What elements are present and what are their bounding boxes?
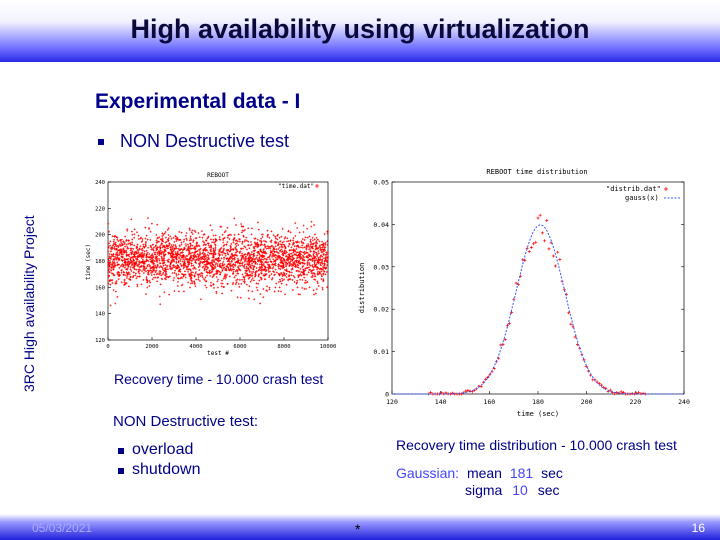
dist-ytick-label: 0	[385, 391, 389, 399]
page-number: 16	[691, 521, 705, 535]
nd-label-text: NON Destructive test:	[113, 413, 259, 430]
scatter-xtick-label: 8000	[277, 344, 290, 350]
footer-mark: *	[355, 521, 361, 537]
scatter-xtick-label: 0	[106, 344, 109, 350]
dist-xtick-label: 240	[678, 398, 690, 406]
dist-legend-marker	[664, 187, 668, 191]
side-label: 3RC High availability Project	[21, 215, 37, 392]
distribution-legend-1: "distrib.dat"	[606, 185, 661, 193]
scatter-legend-marker	[315, 184, 319, 188]
distribution-ticks: 120 140 160 180 200 220 240 0.05 0.04 0.03 0.02 0.0…	[373, 179, 690, 407]
scatter-xtick-label: 4000	[189, 344, 202, 350]
item-bullet-icon	[118, 468, 124, 474]
distribution-legend-2: gauss(x)	[625, 194, 659, 202]
caption-left: Recovery time - 10.000 crash test	[114, 371, 324, 387]
scatter-legend-label: "time.dat"	[278, 183, 314, 190]
nd-label: NON Destructive test:	[113, 413, 258, 430]
dist-ytick-label: 0.02	[373, 306, 389, 314]
dist-ytick-label: 0.03	[373, 263, 389, 271]
dist-ytick-label: 0.05	[373, 179, 389, 187]
bullet-marker-icon	[98, 139, 104, 145]
scatter-ytick-label: 220	[95, 206, 105, 212]
gauss-line-1: Gaussian: mean 181 sec	[396, 465, 563, 481]
gauss-line-2: sigma 10 sec	[465, 482, 560, 498]
scatter-ytick-label: 120	[95, 338, 105, 344]
gauss-label: Gaussian:	[396, 465, 460, 481]
item-bullet-icon	[118, 448, 124, 454]
scatter-ticks: 0 2000 4000 6000 8000 10000 240 220 200 180 160 140…	[95, 180, 336, 350]
scatter-point-marks	[107, 217, 329, 307]
scatter-ytick-label: 160	[95, 285, 105, 291]
caption-right: Recovery time distribution - 10.000 cras…	[396, 437, 677, 453]
scatter-ytick-label: 240	[95, 180, 105, 186]
mean-value: 181	[509, 465, 534, 481]
distribution-marks	[427, 187, 680, 396]
gauss-curve	[392, 224, 684, 395]
dist-ytick-label: 0.04	[373, 221, 389, 229]
scatter-xtick-label: 2000	[145, 344, 158, 350]
distribution-xlabel: time (sec)	[517, 410, 559, 418]
item-overload: overload	[132, 441, 194, 458]
dist-xtick-label: 120	[386, 398, 398, 406]
mean-label: mean	[466, 465, 502, 481]
distribution-chart-title: REBOOT time distribution	[486, 168, 587, 176]
sigma-label: sigma	[465, 482, 503, 498]
scatter-ytick-label: 200	[95, 233, 105, 239]
scatter-xtick-label: 10000	[320, 344, 337, 350]
scatter-ytick-label: 140	[95, 312, 105, 318]
sigma-unit: sec	[537, 482, 560, 498]
scatter-points	[107, 184, 329, 307]
item-shutdown: shutdown	[132, 461, 201, 478]
bullet-text: NON Destructive test	[120, 131, 290, 151]
footer-date: 05/03/2021	[32, 521, 93, 535]
scatter-chart-title: REBOOT	[207, 172, 229, 179]
dist-xtick-label: 140	[435, 398, 447, 406]
scatter-chart: REBOOT "time.dat" 0 2000 4000 6000 8000 10000…	[78, 168, 350, 358]
footer-bar: 05/03/2021 * 16	[0, 514, 720, 540]
scatter-ytick-label: 180	[95, 259, 105, 265]
distribution-plot-frame	[391, 181, 685, 395]
scatter-xlabel: test #	[207, 350, 229, 357]
dist-ytick-label: 0.01	[373, 348, 389, 356]
distribution-ylabel: distribution	[358, 263, 366, 314]
slide-subtitle: Experimental data - I	[95, 90, 301, 113]
distribution-chart: REBOOT time distribution "distrib.dat" g…	[352, 164, 700, 420]
slide-title: High availability using virtualization	[130, 14, 590, 44]
title-bar: High availability using virtualization	[0, 0, 720, 62]
dist-xtick-label: 200	[581, 398, 593, 406]
dist-xtick-label: 160	[483, 398, 495, 406]
scatter-ylabel: time (sec)	[85, 244, 92, 280]
dist-xtick-label: 180	[532, 398, 544, 406]
dist-xtick-label: 220	[629, 398, 641, 406]
sigma-value: 10	[512, 482, 528, 498]
scatter-xtick-label: 6000	[233, 344, 246, 350]
mean-unit: sec	[541, 465, 563, 481]
dist-point-marks	[427, 213, 647, 396]
